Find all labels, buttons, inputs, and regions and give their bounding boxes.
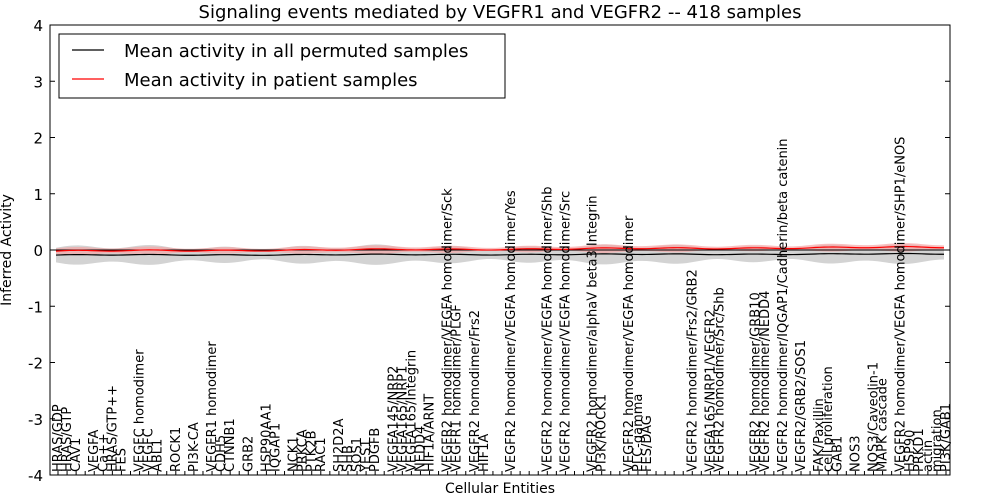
entity-label: VEGFA145/NRP2: [386, 366, 401, 472]
y-axis-ticks: -4 -3 -2 -1 0 1 2 3 4: [28, 17, 950, 485]
entity-label: IQGAP1: [268, 423, 283, 472]
entity-label: VEGFC: [142, 428, 157, 472]
entity-label: FAK/Paxillin: [812, 398, 827, 472]
entity-label: ROCK1: [169, 427, 184, 472]
entity-label: VEGFA165/Integrin: [404, 350, 419, 472]
y-tick-label: 4: [33, 17, 43, 35]
chart-title: Signaling events mediated by VEGFR1 and …: [199, 2, 802, 23]
entity-label: SOS1: [350, 437, 365, 472]
entity-label: HRAS/GTP: [60, 407, 75, 472]
y-tick-label: -2: [28, 355, 43, 373]
patient-series-line: [55, 245, 945, 252]
entity-label: NOS3: [848, 436, 863, 472]
entity-label: cell proliferation: [821, 366, 836, 472]
entity-label: GRB2: [241, 436, 256, 472]
entity-label: VEGFC homodimer: [133, 349, 148, 472]
entity-label: CAV1: [69, 438, 84, 472]
entity-label: GAB1: [830, 436, 845, 472]
entity-label: VEGFR2 homodimer/alphaV beta3 Integrin: [586, 195, 601, 472]
legend-patient-label: Mean activity in patient samples: [124, 70, 418, 91]
entity-label: VEGFR2/GRB2/SOS1: [794, 340, 809, 472]
entity-label: VEGFR1 homodimer/PLGF: [450, 304, 465, 472]
entity-label: ABL1: [151, 439, 166, 472]
y-tick-label: 2: [33, 130, 43, 148]
entity-label: PRKCA: [296, 429, 311, 472]
permuted-series-line: [55, 252, 945, 256]
y-tick-label: -1: [28, 298, 43, 316]
entity-label: PTK2B: [305, 431, 320, 473]
entity-label: VEGFR2 homodimer/VEGFA homodimer/Sck: [441, 188, 456, 472]
entity-label: VEGFA: [87, 430, 102, 472]
entity-label: VEGFR2 homodimer/IQGAP1/Cadherin/beta ca…: [776, 138, 791, 472]
y-tick-label: 3: [33, 73, 43, 91]
entity-label: VEGFR2 homodimer/VEGFA homodimer/SHP1/eN…: [894, 137, 909, 472]
entity-label: VEGFR2 homodimer/GRB10: [749, 292, 764, 472]
entity-label: CDH5: [214, 435, 229, 472]
entity-label: HRAS/GTP++: [105, 385, 120, 472]
entity-label: FES/DAG: [640, 415, 655, 472]
entity-label: SH2D2A: [332, 418, 347, 472]
entity-label: HRAS/GDP: [51, 404, 66, 472]
entity-label: SHB: [341, 445, 356, 472]
y-tick-label: 1: [33, 186, 43, 204]
patient-band: [56, 243, 944, 256]
entity-label: NCK1: [287, 436, 302, 472]
entity-label: HSP90AA1: [259, 403, 274, 472]
entity-label: PDGFB: [368, 428, 383, 472]
entity-label: VEGFA165/NRP1/VEGFR2: [703, 309, 718, 472]
entity-label: NOS3/Caveolin-1: [867, 362, 882, 472]
plot-area: [50, 243, 950, 265]
entity-label: PI3K/GAB1: [939, 403, 954, 472]
entity-label: VEGFR2 homodimer/Frs2: [468, 310, 483, 472]
entity-label: NEDD4: [413, 426, 428, 472]
entity-label: Ca++: [96, 433, 111, 472]
entity-label: FES: [114, 448, 129, 472]
legend-box: [58, 33, 506, 99]
entity-label: YES1: [359, 439, 374, 473]
entity-label: CTNNB1: [223, 418, 238, 472]
entity-label: VEGFR2 homodimer/NEDD4: [758, 291, 773, 472]
entity-label: VEGFR2 homodimer/VEGFA homodimer/Shb: [540, 187, 555, 472]
entity-label: VEGFA165/NRP1: [395, 366, 410, 472]
legend: Mean activity in all permuted samples Mea…: [58, 33, 506, 99]
y-axis-label: Inferred Activity: [0, 194, 15, 306]
y-tick-label: -4: [28, 467, 43, 485]
entity-label: HSP90: [903, 430, 918, 472]
entity-label: VEGFR1 homodimer: [205, 341, 220, 472]
entity-label: HIF1A: [477, 434, 492, 472]
entity-label: VEGFR2 homodimer/Frs2/GRB2: [685, 269, 700, 472]
entity-label: PRKD1: [912, 428, 927, 472]
entity-label: PI3K/ROCK1: [595, 394, 610, 472]
entity-label: RAC1: [314, 437, 329, 472]
entity-label: actin: [921, 440, 936, 472]
entity-label: VEGFR2 homodimer/Src/Shb: [712, 287, 727, 472]
entity-label: VEGFR2 homodimer/VEGFA homodimer/Src: [558, 191, 573, 472]
entity-label: HIF1A/ARNT: [423, 394, 438, 472]
entity-label: MAPK cascade: [876, 378, 891, 472]
entity-label: VEGFR2 homodimer/VEGFA homodimer/Yes: [504, 190, 519, 472]
y-tick-label: -3: [28, 411, 43, 429]
x-axis-label: Cellular Entities: [445, 481, 555, 497]
entity-label: migration: [930, 409, 945, 472]
legend-permuted-label: Mean activity in all permuted samples: [124, 41, 468, 62]
y-tick-label: 0: [33, 242, 43, 260]
entity-label: PLC-gamma: [631, 394, 646, 472]
entity-label: PI3K-CA: [187, 422, 202, 472]
entity-label: VEGFR2 homodimer/VEGFA homodimer: [622, 215, 637, 472]
